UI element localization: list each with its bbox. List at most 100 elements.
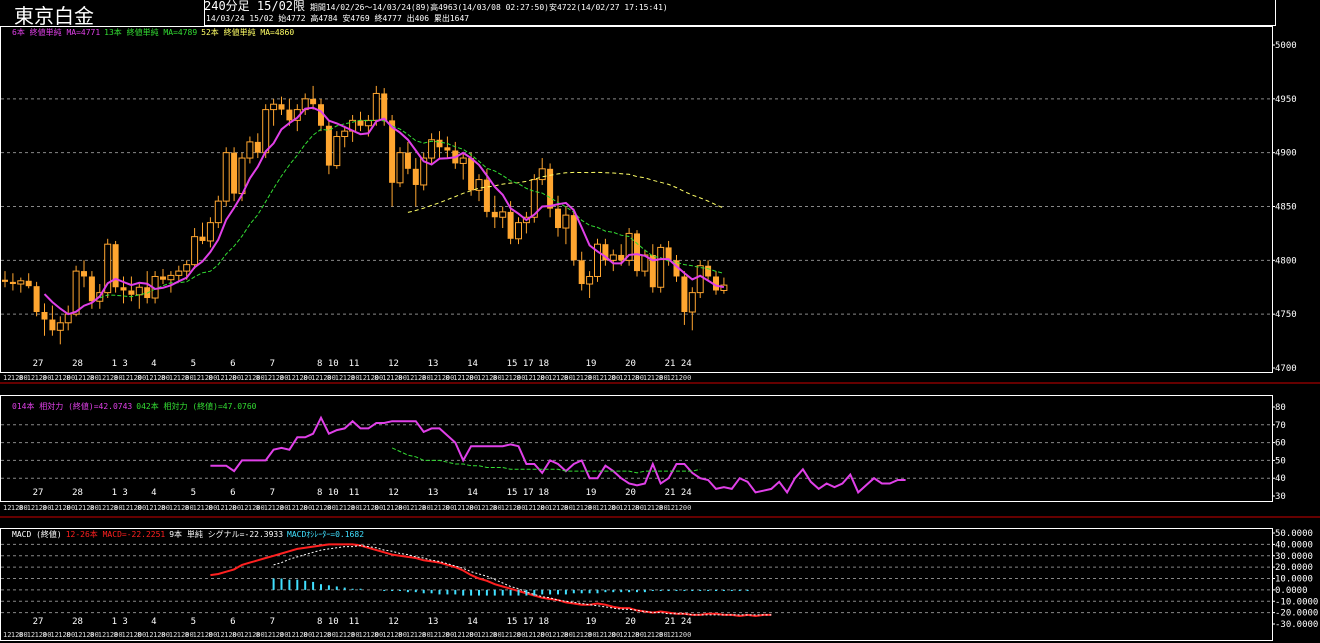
session-label: 8 xyxy=(540,504,544,512)
session-label: 8 xyxy=(611,631,615,639)
y-tick-label: 80 xyxy=(1275,403,1286,413)
session-label: 1200 xyxy=(603,504,620,512)
session-label: 12 xyxy=(74,374,82,382)
session-label: 1200 xyxy=(129,374,146,382)
x-tick-label: 20 xyxy=(625,359,636,369)
session-label: 12 xyxy=(643,504,651,512)
session-label: 1200 xyxy=(580,374,597,382)
session-label: 1200 xyxy=(224,374,241,382)
x-tick-label: 13 xyxy=(428,617,439,627)
candle-body xyxy=(586,275,594,285)
session-label: 8 xyxy=(374,374,378,382)
x-tick-label: 28 xyxy=(72,359,83,369)
session-label: 12 xyxy=(430,631,438,639)
session-label: 1200 xyxy=(201,504,218,512)
session-label: 8 xyxy=(19,504,23,512)
session-label: 12 xyxy=(264,631,272,639)
session-label: 1200 xyxy=(11,504,28,512)
session-label: 1200 xyxy=(390,374,407,382)
legend-entry: 9本 単純 シグナル=-22.3933 xyxy=(169,530,284,539)
session-label: 1200 xyxy=(58,374,75,382)
session-label: 8 xyxy=(469,631,473,639)
session-label: 8 xyxy=(66,631,70,639)
session-label: 8 xyxy=(19,631,23,639)
x-tick-label: 19 xyxy=(586,359,597,369)
x-tick-label: 12 xyxy=(388,488,399,498)
session-label: 8 xyxy=(398,631,402,639)
candle-body xyxy=(49,319,56,331)
session-label: 8 xyxy=(351,631,355,639)
session-label: 1200 xyxy=(295,374,312,382)
session-label: 12 xyxy=(643,374,651,382)
y-tick-label: 4800 xyxy=(1275,256,1297,266)
session-label: 12 xyxy=(169,504,177,512)
session-label: 8 xyxy=(588,631,592,639)
session-label: 1200 xyxy=(295,631,312,639)
session-label: 8 xyxy=(422,631,426,639)
session-label: 8 xyxy=(19,374,23,382)
x-tick-label: 8 10 xyxy=(317,617,339,627)
x-tick-label: 18 xyxy=(538,488,549,498)
session-label: 8 xyxy=(517,504,521,512)
session-label: 8 xyxy=(161,504,165,512)
candle-body xyxy=(625,232,633,261)
session-label: 1200 xyxy=(248,504,265,512)
session-label: 1200 xyxy=(129,631,146,639)
candle-body xyxy=(88,276,95,302)
session-label: 1200 xyxy=(580,504,597,512)
session-label: 12 xyxy=(27,504,35,512)
session-label: 8 xyxy=(43,631,47,639)
x-tick-label: 4 xyxy=(151,617,156,627)
session-label: 8 xyxy=(445,374,449,382)
y-tick-label: -10.0000 xyxy=(1275,597,1318,607)
candle-body xyxy=(649,254,656,288)
session-label: 12 xyxy=(619,631,627,639)
candle-body xyxy=(64,313,72,324)
candle-body xyxy=(396,152,404,184)
candle-body xyxy=(428,139,436,159)
candle-body xyxy=(436,139,443,148)
session-label: 12 xyxy=(216,631,224,639)
session-label: 8 xyxy=(66,374,70,382)
session-label: 12 xyxy=(430,374,438,382)
session-label: 8 xyxy=(66,504,70,512)
session-label: 12 xyxy=(572,631,580,639)
session-label: 1200 xyxy=(675,631,692,639)
x-tick-label: 11 xyxy=(349,617,360,627)
ma13-line xyxy=(99,119,725,299)
session-label: 12 xyxy=(524,504,532,512)
candle-body xyxy=(318,104,324,126)
candle-body xyxy=(262,109,270,154)
y-tick-label: 4850 xyxy=(1275,203,1297,213)
session-label: 1200 xyxy=(532,374,549,382)
session-label: 1200 xyxy=(343,504,360,512)
legend-entry: 042本 相対力 (終値)=47.0760 xyxy=(136,402,257,411)
x-tick-label: 6 xyxy=(230,617,235,627)
session-label: 1200 xyxy=(580,631,597,639)
y-tick-label: 70 xyxy=(1275,421,1286,431)
candle-body xyxy=(705,265,712,277)
y-tick-label: 60 xyxy=(1275,439,1286,449)
session-label: 1200 xyxy=(509,631,526,639)
candle-body xyxy=(594,243,601,277)
session-label: 12 xyxy=(596,631,604,639)
session-label: 12 xyxy=(382,504,390,512)
candle-body xyxy=(222,152,230,202)
candle-body xyxy=(602,244,609,261)
x-tick-label: 12 xyxy=(388,359,399,369)
session-label: 12 xyxy=(406,631,414,639)
y-tick-label: 0.0000 xyxy=(1275,586,1308,596)
session-label: 12 xyxy=(216,504,224,512)
candle-body xyxy=(475,179,483,191)
session-label: 12 xyxy=(453,631,461,639)
session-label: 1200 xyxy=(651,374,668,382)
candle-body xyxy=(128,290,135,295)
session-label: 1200 xyxy=(319,374,336,382)
x-tick-label: 11 xyxy=(349,488,360,498)
session-label: 12 xyxy=(335,374,343,382)
y-tick-label: 4900 xyxy=(1275,149,1297,159)
session-label: 12 xyxy=(3,631,11,639)
session-label: 8 xyxy=(351,504,355,512)
session-label: 1200 xyxy=(603,631,620,639)
candle-body xyxy=(420,157,428,186)
